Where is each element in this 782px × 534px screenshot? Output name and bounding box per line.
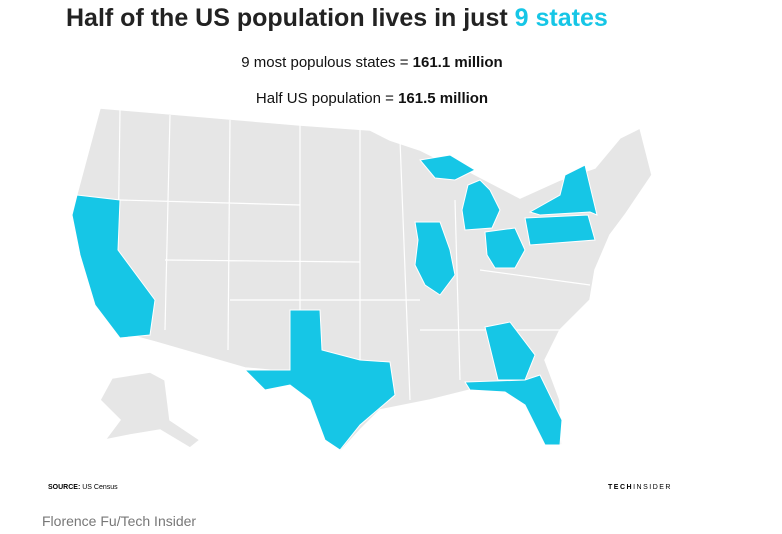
texas	[243, 309, 396, 451]
new-york	[528, 164, 598, 216]
brand-bold: TECH	[608, 484, 633, 491]
brand: TECHINSIDER	[608, 484, 672, 491]
georgia	[484, 321, 536, 381]
map	[71, 107, 653, 454]
florida	[464, 374, 563, 446]
state-borders	[117, 109, 591, 401]
line-2-label: Half US population =	[256, 90, 398, 107]
source: SOURCE: US Census	[48, 484, 118, 491]
pennsylvania	[524, 214, 596, 246]
michigan-upper	[419, 154, 477, 181]
title: Half of the US population lives in just …	[66, 4, 608, 32]
caption: Florence Fu/Tech Insider	[42, 513, 196, 529]
line-2: Half US population = 161.5 million	[256, 90, 488, 107]
alaska	[99, 371, 202, 449]
line-1-label: 9 most populous states =	[241, 54, 412, 71]
line-1-value: 161.1 million	[413, 54, 503, 71]
line-2-value: 161.5 million	[398, 90, 488, 107]
line-1: 9 most populous states = 161.1 million	[241, 54, 502, 71]
illinois	[414, 221, 456, 296]
michigan-lower	[461, 179, 501, 231]
california	[71, 194, 156, 339]
title-text: Half of the US population lives in just	[66, 4, 515, 32]
ohio	[484, 227, 526, 269]
title-highlight: 9 states	[515, 4, 608, 32]
brand-text: INSIDER	[633, 484, 672, 491]
source-label: SOURCE:	[48, 484, 80, 491]
source-text: US Census	[82, 484, 118, 491]
